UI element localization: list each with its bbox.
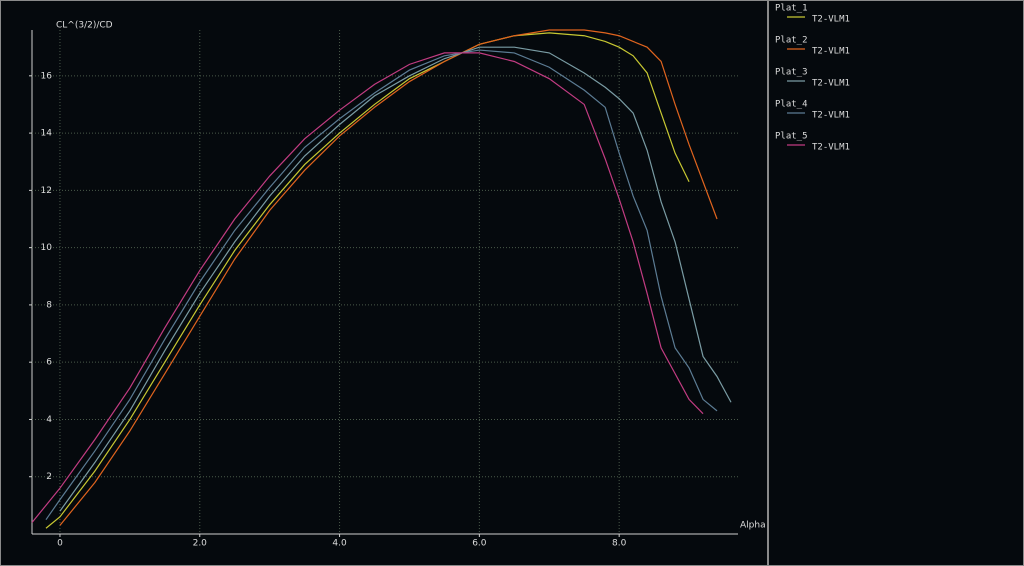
legend-name: Plat_3	[775, 68, 808, 78]
legend-label: T2-VLM1	[812, 79, 850, 89]
y-tick-label: 14	[41, 129, 53, 139]
y-tick-label: 4	[46, 415, 52, 425]
series-line	[59, 29, 718, 526]
legend-name: Plat_4	[775, 100, 808, 110]
y-tick-label: 12	[41, 186, 52, 196]
x-tick-label: 8.0	[612, 539, 627, 549]
legend-name: Plat_5	[775, 132, 808, 142]
legend-label: T2-VLM1	[812, 47, 850, 57]
series-line	[45, 32, 690, 529]
legend-name: Plat_2	[775, 36, 808, 46]
series-line	[59, 46, 732, 512]
y-tick-label: 2	[46, 472, 52, 482]
legend-label: T2-VLM1	[812, 143, 850, 153]
x-tick-label: 4.0	[332, 539, 347, 549]
legend-panel	[768, 0, 1024, 566]
x-tick-label: 6.0	[472, 539, 487, 549]
x-tick-label: 0	[57, 539, 63, 549]
x-axis-label: Alpha	[740, 521, 766, 531]
legend-label: T2-VLM1	[812, 15, 850, 25]
legend-label: T2-VLM1	[812, 111, 850, 121]
series-line	[31, 52, 704, 523]
x-tick-label: 2.0	[193, 539, 208, 549]
y-tick-label: 10	[41, 243, 53, 253]
y-axis-label: CL^(3/2)/CD	[56, 21, 113, 31]
y-tick-label: 16	[41, 71, 53, 81]
plot-frame	[0, 0, 768, 566]
y-tick-label: 8	[46, 300, 52, 310]
legend-name: Plat_1	[775, 4, 808, 14]
y-tick-label: 6	[46, 358, 52, 368]
